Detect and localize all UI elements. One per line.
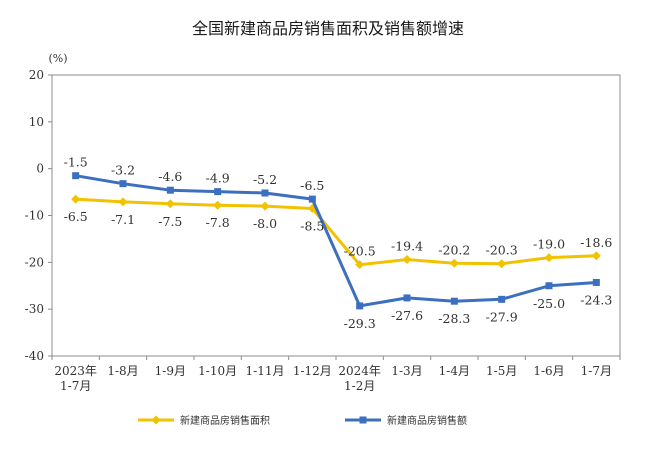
x-tick-label: 1-6月 xyxy=(533,364,564,378)
y-tick-label: -30 xyxy=(25,302,44,316)
data-label: -24.3 xyxy=(580,292,612,307)
data-label: -7.5 xyxy=(158,214,182,229)
data-label: -18.6 xyxy=(580,235,612,250)
data-point xyxy=(592,278,600,286)
data-point xyxy=(261,189,269,197)
data-label: -25.0 xyxy=(533,296,565,311)
data-label: -27.6 xyxy=(391,308,423,323)
data-point xyxy=(71,194,81,204)
y-tick-label: -40 xyxy=(25,349,44,363)
data-label: -6.5 xyxy=(300,178,324,193)
data-label: -4.6 xyxy=(158,169,182,184)
x-tick-label: 1-9月 xyxy=(155,364,186,378)
legend-label: 新建商品房销售额 xyxy=(387,414,467,427)
data-label: -20.5 xyxy=(344,244,376,259)
y-tick-label: -10 xyxy=(25,209,44,223)
x-tick-label: 1-11月 xyxy=(246,364,285,378)
data-point xyxy=(214,188,222,196)
data-point xyxy=(544,253,554,263)
data-label: -3.2 xyxy=(111,163,135,178)
data-label: -1.5 xyxy=(64,155,88,170)
x-tick-label: 1-2月 xyxy=(344,379,375,393)
x-tick-label: 1-3月 xyxy=(391,364,422,378)
x-tick-label: 1-8月 xyxy=(107,364,138,378)
y-tick-label: 10 xyxy=(29,115,44,129)
data-label: -8.0 xyxy=(253,216,277,231)
x-tick-label: 2023年 xyxy=(54,364,97,378)
x-tick-label: 1-5月 xyxy=(486,364,517,378)
legend-label: 新建商品房销售面积 xyxy=(180,414,270,427)
data-point xyxy=(498,295,506,303)
data-point xyxy=(356,302,364,310)
x-tick-label: 1-12月 xyxy=(293,364,332,378)
data-point xyxy=(118,197,128,207)
data-point xyxy=(449,258,459,268)
x-tick-label: 2024年 xyxy=(338,364,381,378)
legend: 新建商品房销售面积 新建商品房销售额 xyxy=(138,414,467,427)
data-point xyxy=(308,195,316,203)
data-point xyxy=(119,180,127,188)
series-line xyxy=(75,174,597,308)
data-label: -19.0 xyxy=(533,237,565,252)
y-tick-label: 0 xyxy=(36,162,44,176)
data-label: -5.2 xyxy=(253,172,277,187)
data-label: -27.9 xyxy=(486,309,518,324)
data-point xyxy=(166,186,174,194)
data-point xyxy=(403,294,411,302)
x-tick-label: 1-10月 xyxy=(198,364,237,378)
x-tick-label: 1-7月 xyxy=(581,364,612,378)
data-label: -20.2 xyxy=(438,242,470,257)
data-point xyxy=(165,199,175,209)
data-label: -7.8 xyxy=(206,215,230,230)
data-label: -19.4 xyxy=(391,239,423,254)
legend-marker xyxy=(359,416,367,424)
data-point xyxy=(213,200,223,210)
data-label: -8.5 xyxy=(300,218,324,233)
data-label: -4.9 xyxy=(206,171,230,186)
data-label: -29.3 xyxy=(344,316,376,331)
data-label: -7.1 xyxy=(111,212,135,227)
data-labels: -6.5 -7.1 -7.5 -7.8 -8.0 -8.5 -20.5 -19.4 -20.2 -… xyxy=(64,155,613,331)
data-point xyxy=(450,297,458,305)
series-layer xyxy=(71,172,601,310)
x-tick-label: 1-7月 xyxy=(60,379,91,393)
data-label: -6.5 xyxy=(64,209,88,224)
plot-frame xyxy=(51,74,621,357)
data-label: -28.3 xyxy=(438,311,470,326)
series-line xyxy=(75,197,597,267)
y-axis-unit: (%) xyxy=(48,52,67,65)
y-tick-label: 20 xyxy=(29,68,44,82)
x-tick-label: 1-4月 xyxy=(439,364,470,378)
y-tick-label: -20 xyxy=(25,255,44,269)
data-point xyxy=(260,201,270,211)
legend-marker xyxy=(151,415,161,425)
data-point xyxy=(497,259,507,269)
data-point xyxy=(355,260,365,270)
data-point xyxy=(72,172,80,180)
data-label: -20.3 xyxy=(486,243,518,258)
data-point xyxy=(591,251,601,261)
data-point xyxy=(545,282,553,290)
data-point xyxy=(402,255,412,265)
chart-title: 全国新建商品房销售面积及销售额增速 xyxy=(192,19,464,38)
